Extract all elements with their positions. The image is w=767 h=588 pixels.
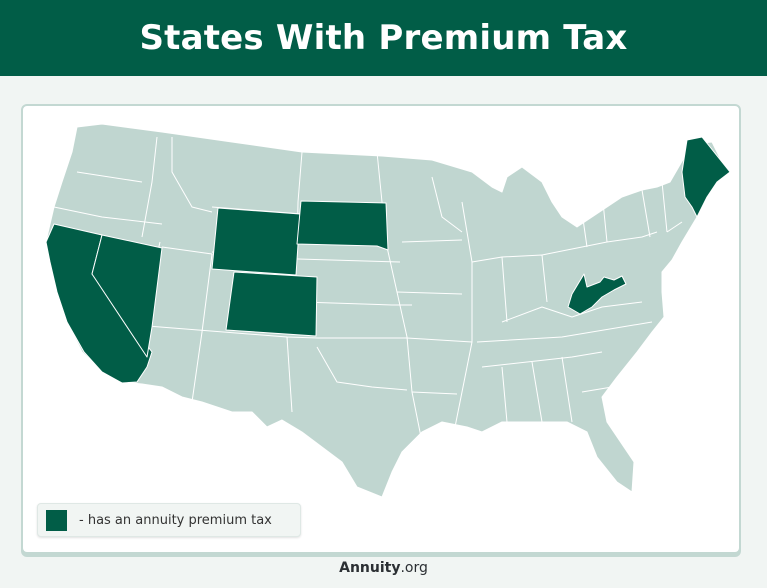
legend-label: - has an annuity premium tax [79, 512, 272, 528]
header-banner: States With Premium Tax [0, 0, 767, 76]
footer-tld: .org [400, 560, 428, 576]
legend-swatch [46, 509, 67, 531]
us-map [45, 123, 731, 498]
map-card: - has an annuity premium tax [21, 104, 741, 554]
footer-logo: Annuity.org [0, 560, 767, 576]
state-wyoming [211, 207, 301, 276]
state-west-virginia [567, 273, 627, 315]
page-title: States With Premium Tax [139, 18, 628, 58]
state-south-dakota [296, 200, 389, 251]
state-nevada [91, 234, 163, 358]
state-maine [681, 136, 731, 218]
state-colorado [225, 271, 318, 337]
footer-brand: Annuity [339, 560, 401, 576]
legend: - has an annuity premium tax [37, 503, 301, 537]
